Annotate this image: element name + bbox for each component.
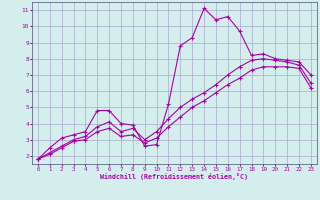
- X-axis label: Windchill (Refroidissement éolien,°C): Windchill (Refroidissement éolien,°C): [100, 173, 248, 180]
